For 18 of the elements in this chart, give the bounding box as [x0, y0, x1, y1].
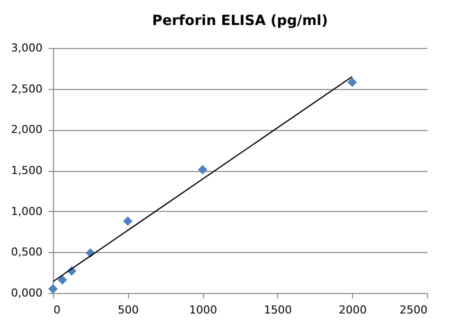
x-tick-label: 0 [54, 304, 60, 316]
x-tick-label: 500 [118, 304, 139, 316]
y-tick-label: 1,500 [11, 164, 42, 177]
x-tick-label: 2000 [338, 304, 367, 316]
chart-title: Perforin ELISA (pg/ml) [152, 13, 328, 29]
point [347, 78, 357, 88]
y-tick-label: 2,500 [11, 82, 42, 96]
y-tick-label: 0,000 [11, 286, 42, 300]
x-tick-label: 1000 [189, 304, 218, 316]
y-tick-label: 3,000 [11, 42, 42, 54]
point [198, 164, 208, 174]
point [58, 275, 68, 285]
x-tick-label: 1500 [264, 304, 292, 316]
y-tick-label: 2,000 [11, 123, 42, 136]
y-tick-label: 1,000 [11, 204, 42, 218]
point [123, 216, 133, 226]
y-tick-label: 0,500 [11, 246, 42, 259]
x-tick-label: 2500 [400, 304, 428, 316]
